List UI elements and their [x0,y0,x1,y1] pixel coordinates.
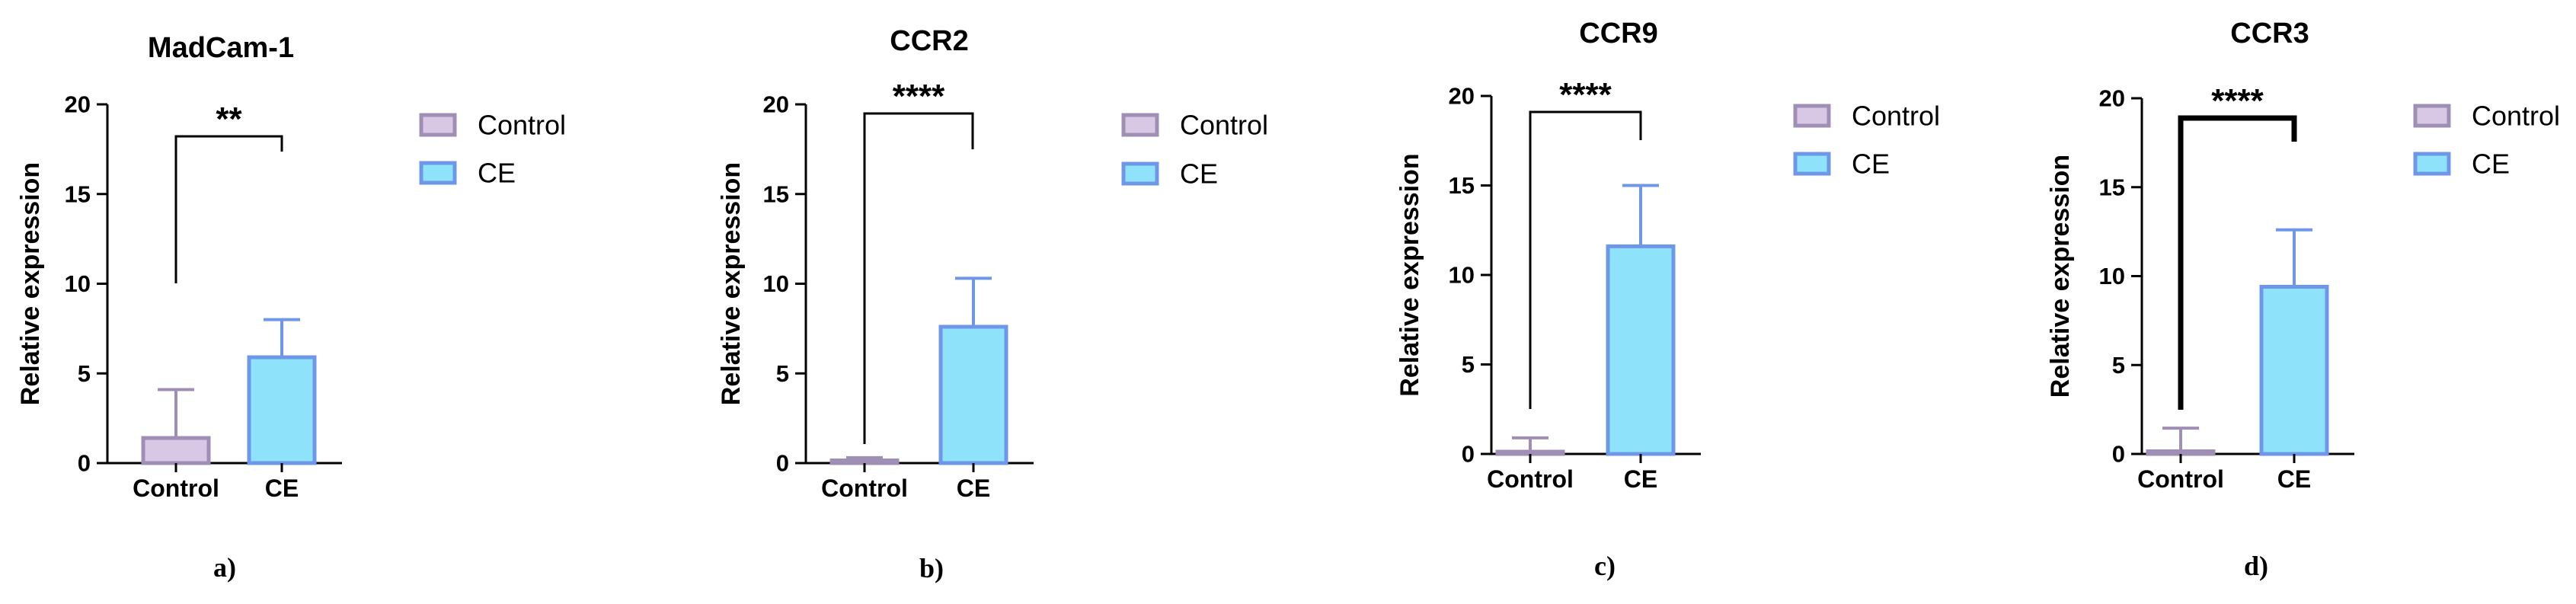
x-tick-label: CE [1624,465,1657,493]
y-tick-label: 20 [2099,85,2125,112]
legend-label: Control [1852,101,1940,132]
legend-label: CE [478,158,516,189]
y-tick-label: 15 [763,181,789,207]
y-tick-label: 5 [78,360,91,387]
bar-ce [247,355,317,465]
legend-swatch-control [1793,104,1831,128]
y-tick-label: 0 [78,450,91,477]
chart-title: CCR3 [2230,18,2309,50]
significance-stars: **** [2211,82,2264,120]
significance-bracket [174,135,283,283]
panel-label: b) [919,553,944,583]
legend-swatch-control [2413,104,2451,128]
chart-title: MadCam-1 [148,32,294,64]
y-tick-label: 20 [1449,83,1475,110]
panel-label: a) [213,552,236,583]
y-tick-label: 5 [1462,351,1475,378]
y-tick-label: 5 [776,360,789,387]
y-tick-label: 20 [763,91,789,118]
y-tick-label: 15 [2099,174,2125,200]
legend-swatch-ce [419,161,457,185]
legend-swatch-control [419,113,457,137]
x-tick-label: Control [2137,465,2224,493]
y-tick-label: 15 [65,181,91,207]
y-tick-label: 10 [2099,263,2125,289]
significance-stars: **** [1559,76,1612,113]
legend-label: CE [1852,149,1890,180]
chart-title: CCR9 [1579,18,1657,50]
legend-label: Control [1180,110,1268,141]
y-tick-label: 10 [763,270,789,297]
y-tick-label: 10 [65,270,91,297]
y-axis-label: Relative expression [16,162,45,405]
y-tick-label: 15 [1449,172,1475,199]
x-tick-label: Control [1487,465,1574,493]
bar-ce [1606,244,1676,456]
bar-control [2146,449,2216,456]
panel-label: d) [2244,551,2268,581]
bar-control [829,458,900,465]
bar-control [141,436,211,465]
bar-control [1495,449,1565,456]
significance-bracket [863,112,974,444]
y-tick-label: 0 [1462,441,1475,468]
y-axis-label: Relative expression [2046,155,2075,398]
y-tick-label: 0 [776,450,789,477]
legend-label: Control [2472,101,2560,132]
legend-label: CE [2472,149,2510,180]
y-tick-label: 10 [1449,262,1475,289]
bar-ce [938,324,1008,465]
y-axis-label: Relative expression [717,162,746,405]
chart-panel-2: CCR2 Relative expression 0 5 10 15 20 Control CE… [717,25,1268,583]
x-tick-label: CE [265,475,299,502]
x-tick-label: Control [821,475,908,502]
x-tick-label: CE [2277,465,2311,493]
legend-swatch-control [1121,113,1159,137]
legend-swatch-ce [1121,161,1159,186]
x-tick-label: Control [133,475,219,502]
chart-panel-4: CCR3 Relative expression 0 5 10 15 20 Control CE… [2046,18,2560,581]
panel-label: c) [1594,551,1616,581]
chart-panel-3: CCR9 Relative expression 0 5 10 15 20 Control CE… [1395,18,1940,581]
chart-panel-1: MadCam-1 Relative expression 0 5 10 15 20 Contr… [16,32,566,583]
significance-bracket [1529,110,1642,409]
x-tick-label: CE [957,475,990,502]
y-tick-label: 0 [2112,441,2125,468]
bar-ce [2259,285,2329,456]
y-tick-label: 5 [2112,352,2125,379]
legend-label: CE [1180,158,1218,190]
y-tick-label: 20 [65,91,91,118]
legend-label: Control [478,110,566,141]
legend-swatch-ce [2413,152,2451,176]
y-axis-label: Relative expression [1395,153,1424,396]
significance-stars: **** [893,78,945,115]
significance-bracket [2178,115,2297,410]
chart-title: CCR2 [890,25,968,57]
significance-stars: ** [216,101,242,138]
legend-swatch-ce [1793,152,1831,176]
